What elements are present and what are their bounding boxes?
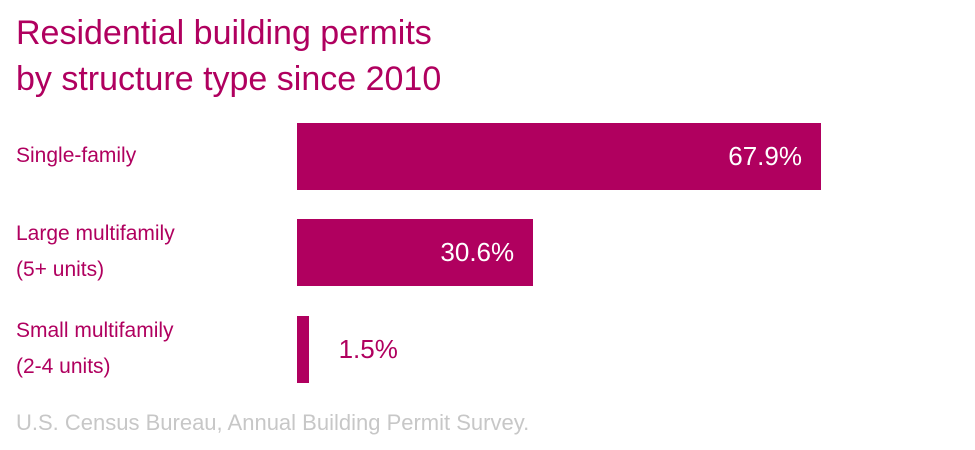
chart-title: Residential building permits by structur… (16, 10, 441, 102)
chart-title-line-1: Residential building permits (16, 14, 432, 52)
bar-small-multifamily (297, 316, 309, 383)
value-label-single-family: 67.9% (728, 141, 802, 171)
category-label-large-multifamily: Large multifamily (5+ units) (16, 216, 175, 288)
value-label-large-multifamily: 30.6% (440, 237, 515, 267)
category-label-small-multifamily: Small multifamily (2-4 units) (16, 313, 174, 385)
bar-large-multifamily (297, 219, 534, 286)
category-name: Large multifamily (16, 222, 175, 245)
category-name: Small multifamily (16, 319, 174, 342)
category-sublabel: (2-4 units) (16, 355, 111, 378)
bar-single-family (297, 123, 821, 190)
source-note: U.S. Census Bureau, Annual Building Perm… (16, 410, 530, 435)
category-name: Single-family (16, 144, 137, 167)
category-label-single-family: Single-family (16, 138, 136, 174)
chart-title-line-2: by structure type since 2010 (16, 60, 442, 98)
category-sublabel: (5+ units) (16, 258, 105, 281)
value-label-small-multifamily: 1.5% (338, 334, 398, 364)
